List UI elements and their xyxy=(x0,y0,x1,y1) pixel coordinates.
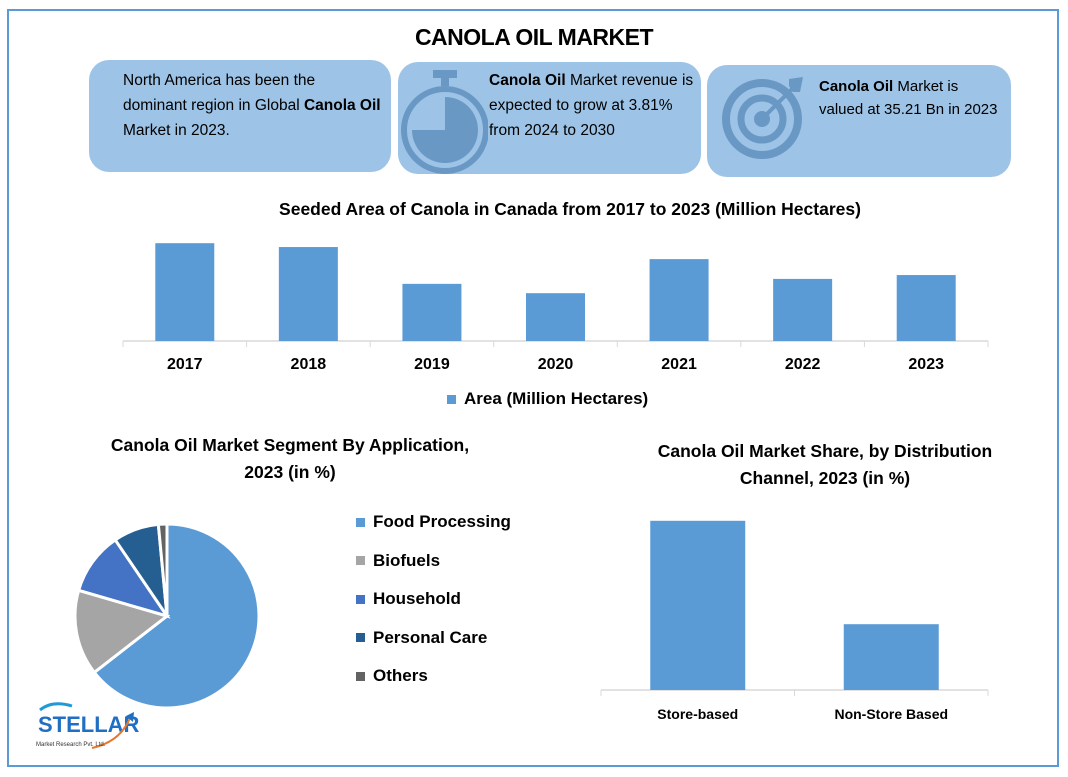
x-tick-label: Non-Store Based xyxy=(834,706,949,722)
legend-area: Area (Million Hectares) xyxy=(447,389,648,409)
legend-swatch xyxy=(356,633,365,642)
info-card-region: North America has been the dominant regi… xyxy=(89,60,391,172)
chart-title-seeded-area: Seeded Area of Canola in Canada from 201… xyxy=(279,199,861,219)
info-card-growth: Canola Oil Market revenue is expected to… xyxy=(398,62,701,174)
x-tick-label: 2020 xyxy=(537,356,574,373)
x-tick-label: Store-based xyxy=(657,706,739,722)
x-tick-label: 2021 xyxy=(661,356,697,373)
stopwatch-icon xyxy=(401,70,488,174)
legend-label: Food Processing xyxy=(373,512,511,531)
x-tick-label: 2017 xyxy=(166,356,203,373)
bar-2020 xyxy=(526,293,585,341)
legend-item: Biofuels xyxy=(356,551,440,571)
legend-label: Area (Million Hectares) xyxy=(464,389,649,408)
legend-label: Biofuels xyxy=(373,550,441,570)
chart-title-application: Canola Oil Market Segment By Application… xyxy=(110,435,470,482)
legend-item: Household xyxy=(356,589,461,609)
legend-item: Others xyxy=(356,666,428,686)
bar-2017 xyxy=(155,243,215,341)
bar-2018 xyxy=(278,247,338,341)
legend-swatch xyxy=(356,556,365,565)
svg-text:STELLAR: STELLAR xyxy=(38,712,140,737)
legend-label: Personal Care xyxy=(373,627,488,647)
legend-item: Personal Care xyxy=(356,628,487,648)
card-text: Canola Oil Market revenue is expected to… xyxy=(489,72,694,139)
info-card-value: Canola Oil Market is valued at 35.21 Bn … xyxy=(707,65,1011,177)
legend-swatch xyxy=(356,671,365,681)
bar-non-store-based xyxy=(843,624,939,690)
bar-2023 xyxy=(896,275,956,341)
stellar-logo: STELLAR Market Research Pvt. Ltd. xyxy=(32,700,142,750)
svg-text:Market Research Pvt. Ltd.: Market Research Pvt. Ltd. xyxy=(36,742,106,748)
bar-2019 xyxy=(402,283,462,341)
pie-slice-others xyxy=(156,522,169,617)
bar-2022 xyxy=(773,278,833,341)
legend-swatch xyxy=(356,517,365,527)
x-tick-label: 2018 xyxy=(290,356,327,373)
legend-swatch xyxy=(447,394,456,404)
bar-2021 xyxy=(649,259,709,341)
legend-label: Household xyxy=(373,589,461,608)
page-title: CANOLA OIL MARKET xyxy=(414,24,654,50)
legend-item: Food Processing xyxy=(356,512,511,532)
bar-store-based xyxy=(650,520,746,690)
chart-title-distribution: Canola Oil Market Share, by Distribution… xyxy=(657,441,993,488)
legend-label: Others xyxy=(373,666,428,685)
infographic-frame xyxy=(7,9,1059,767)
x-tick-label: 2019 xyxy=(414,356,450,373)
x-tick-label: 2023 xyxy=(908,356,944,373)
pie-slice-food-processing xyxy=(92,522,261,710)
card-text: North America has been the dominant regi… xyxy=(123,72,381,139)
legend-swatch xyxy=(356,594,365,604)
target-arrow-icon xyxy=(722,77,803,159)
card-text: Canola Oil Market is valued at 35.21 Bn … xyxy=(819,78,998,118)
x-tick-label: 2022 xyxy=(784,356,821,373)
